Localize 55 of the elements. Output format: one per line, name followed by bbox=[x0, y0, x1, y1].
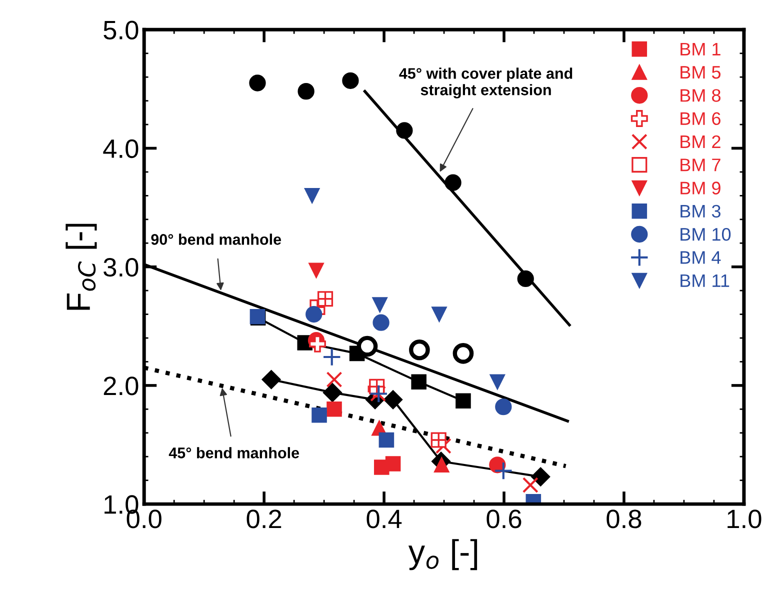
point bbox=[356, 336, 378, 357]
point bbox=[262, 370, 281, 390]
legend-label: BM 3 bbox=[680, 204, 720, 218]
x-tick-label: 0.6 bbox=[486, 510, 522, 528]
legend-label: BM 8 bbox=[680, 89, 720, 102]
point bbox=[494, 461, 513, 480]
annotation: 45° with cover plate and straight extension bbox=[399, 68, 572, 98]
legend-label: BM 7 bbox=[680, 158, 720, 172]
point bbox=[372, 314, 390, 331]
point bbox=[326, 402, 342, 417]
point bbox=[452, 343, 474, 364]
point bbox=[372, 297, 388, 312]
legend-label: BM 9 bbox=[680, 182, 720, 194]
point bbox=[411, 374, 426, 390]
point bbox=[378, 432, 394, 448]
point bbox=[409, 339, 430, 360]
legend-label: BM 1 bbox=[680, 42, 720, 56]
annotation: 45° bend manhole bbox=[168, 447, 300, 458]
legend-label: BM 10 bbox=[680, 228, 731, 241]
point bbox=[308, 262, 324, 278]
point bbox=[531, 467, 550, 486]
y-tick-label: 4.0 bbox=[103, 139, 138, 158]
legend-label: BM 5 bbox=[680, 66, 721, 79]
y-axis-title: F$_{oC}$ [-] bbox=[66, 224, 97, 310]
point bbox=[312, 407, 327, 423]
point bbox=[342, 72, 359, 89]
legend-label: BM 2 bbox=[680, 135, 720, 148]
point bbox=[522, 477, 538, 494]
x-axis-title: y$_{o}$ [-] bbox=[408, 539, 478, 570]
x-tick-label: 0.8 bbox=[606, 510, 642, 528]
point bbox=[306, 306, 322, 323]
point bbox=[326, 372, 342, 388]
point bbox=[385, 456, 401, 472]
y-tick-label: 2.0 bbox=[104, 376, 138, 396]
legend-label: BM 4 bbox=[680, 251, 721, 264]
y-tick-label: 3.0 bbox=[104, 258, 138, 277]
point bbox=[322, 383, 342, 402]
point bbox=[298, 82, 314, 100]
point bbox=[456, 393, 471, 409]
point bbox=[490, 374, 506, 390]
point bbox=[249, 74, 266, 92]
x-tick-label: 0.2 bbox=[246, 510, 282, 528]
point bbox=[308, 335, 326, 352]
point bbox=[495, 398, 512, 416]
point bbox=[322, 348, 342, 366]
legend-label: BM 6 bbox=[680, 112, 720, 126]
x-tick-label: 1.0 bbox=[728, 510, 762, 528]
annotation: 90° bend manhole bbox=[151, 234, 282, 245]
point bbox=[304, 188, 320, 204]
point bbox=[434, 457, 450, 473]
point bbox=[432, 306, 447, 322]
x-tick-label: 0.4 bbox=[366, 510, 402, 528]
point bbox=[384, 390, 403, 410]
y-tick-label: 5.0 bbox=[104, 20, 138, 40]
legend-label: BM 11 bbox=[680, 274, 730, 287]
